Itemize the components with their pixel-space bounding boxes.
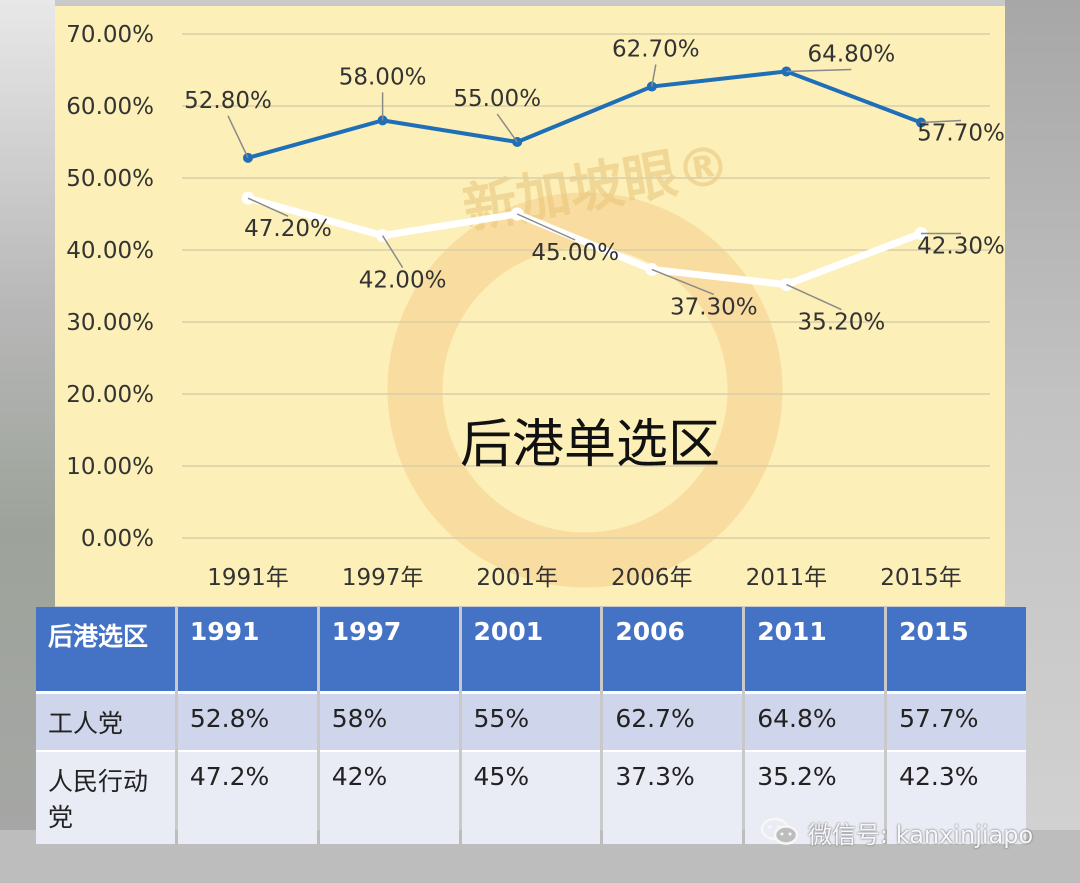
y-tick-label: 60.00% xyxy=(66,94,154,120)
y-tick-label: 20.00% xyxy=(66,382,154,408)
data-labels: 52.80% 58.00% 55.00% 62.70% 64.80% 57.70% 47.2… xyxy=(184,37,1005,336)
leader-line xyxy=(786,283,842,311)
data-label: 42.30% xyxy=(917,233,1005,259)
y-tick-label: 10.00% xyxy=(66,454,154,480)
table-cell: 52.8% xyxy=(177,694,317,752)
wechat-id-text: 微信号: kanxinjiapo xyxy=(808,820,1034,849)
table-cell: 62.7% xyxy=(603,694,743,752)
header-cell-year: 2006 xyxy=(603,607,743,694)
data-label: 37.30% xyxy=(670,294,758,320)
header-cell-year: 2001 xyxy=(461,607,601,694)
wechat-watermark: 微信号: kanxinjiapo xyxy=(760,815,1033,849)
leader-line xyxy=(381,235,404,268)
series-line xyxy=(247,69,922,160)
leader-line xyxy=(651,268,715,296)
row-party-name: 工人党 xyxy=(36,694,175,752)
header-cell-year: 1991 xyxy=(177,607,317,694)
table-cell: 57.7% xyxy=(887,694,1026,752)
leader-line xyxy=(496,113,518,143)
y-tick-label: 70.00% xyxy=(66,22,154,48)
table-cell: 47.2% xyxy=(177,752,317,844)
y-tick-label: 50.00% xyxy=(66,166,154,192)
table-cell: 64.8% xyxy=(745,694,885,752)
x-tick-label: 1991年 xyxy=(207,565,289,591)
header-cell-year: 2011 xyxy=(745,607,885,694)
table-cell: 45% xyxy=(461,752,601,844)
x-tick-label: 1997年 xyxy=(342,565,424,591)
header-cell-year: 2015 xyxy=(887,607,1026,694)
header-cell-region: 后港选区 xyxy=(36,607,175,694)
x-tick-label: 2006年 xyxy=(611,565,693,591)
leader-line xyxy=(651,64,657,87)
leader-line xyxy=(516,213,576,241)
table-cell: 42% xyxy=(319,752,459,844)
data-label: 64.80% xyxy=(808,41,896,67)
leader-line xyxy=(920,119,962,124)
y-tick-label: 0.00% xyxy=(81,526,154,552)
data-label: 52.80% xyxy=(184,88,272,114)
x-axis-ticks: 1991年 1997年 2001年 2006年 2011年 2015年 xyxy=(207,565,962,591)
leader-line xyxy=(227,115,249,159)
y-axis-ticks: 70.00% 60.00% 50.00% 40.00% 30.00% 20.00% 10.0… xyxy=(66,22,154,552)
data-label: 57.70% xyxy=(917,121,1005,147)
series-line xyxy=(247,194,923,289)
y-tick-label: 30.00% xyxy=(66,310,154,336)
table-cell: 35.2% xyxy=(745,752,885,844)
data-label: 42.00% xyxy=(359,268,447,294)
wechat-icon xyxy=(760,817,799,845)
data-label: 45.00% xyxy=(531,240,619,266)
x-tick-label: 2001年 xyxy=(476,565,558,591)
table-cell: 55% xyxy=(461,694,601,752)
x-tick-label: 2011年 xyxy=(746,565,828,591)
table-row: 人民行动党 47.2% 42% 45% 37.3% 35.2% 42.3% xyxy=(36,752,1026,844)
gridlines xyxy=(182,33,990,539)
data-label: 55.00% xyxy=(453,86,541,112)
leader-line xyxy=(786,68,852,73)
row-party-name: 人民行动党 xyxy=(36,752,175,844)
x-tick-label: 2015年 xyxy=(880,565,962,591)
table-cell: 42.3% xyxy=(887,752,1026,844)
table-row: 工人党 52.8% 58% 55% 62.7% 64.8% 57.7% xyxy=(36,694,1026,752)
line-chart: 新加坡眼® 70.00% 60.00% 50.00% 40.00% 30.00% 20.0… xyxy=(66,22,1005,591)
data-label: 62.70% xyxy=(612,37,700,63)
header-cell-year: 1997 xyxy=(319,607,459,694)
watermark-ring xyxy=(387,192,783,588)
data-label: 35.20% xyxy=(798,310,886,336)
data-label: 58.00% xyxy=(339,64,427,90)
table-cell: 58% xyxy=(319,694,459,752)
chart-title: 后港单选区 xyxy=(460,415,720,475)
data-label: 47.20% xyxy=(244,216,332,242)
results-table: 后港选区 1991 1997 2001 2006 2011 2015 工人党 5… xyxy=(33,607,1029,844)
leader-line xyxy=(247,197,289,217)
watermark: 新加坡眼® xyxy=(387,132,783,588)
table-cell: 37.3% xyxy=(603,752,743,844)
y-tick-label: 40.00% xyxy=(66,238,154,264)
table-header-row: 后港选区 1991 1997 2001 2006 2011 2015 xyxy=(36,607,1026,694)
